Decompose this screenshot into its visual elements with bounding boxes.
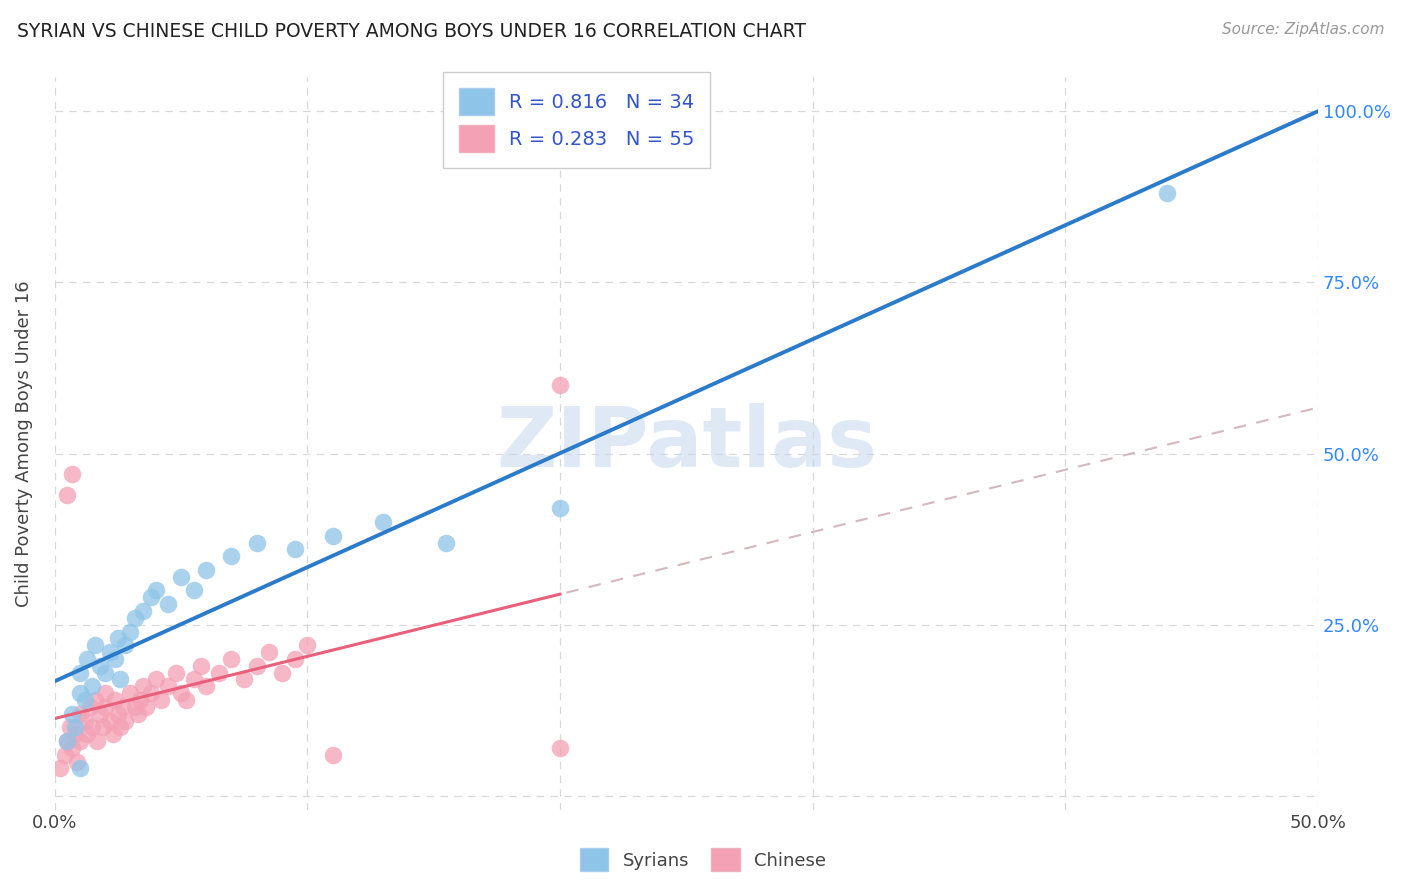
Point: [107, 632, 129, 646]
Point: [91, 720, 114, 734]
Point: [183, 673, 205, 687]
Point: [548, 378, 571, 392]
Point: [104, 693, 127, 707]
Point: [94, 686, 117, 700]
Point: [174, 693, 197, 707]
Text: ZIPatlas: ZIPatlas: [496, 403, 877, 483]
Point: [129, 693, 152, 707]
Point: [322, 529, 344, 543]
Point: [1156, 186, 1178, 201]
Point: [183, 583, 205, 598]
Point: [221, 652, 243, 666]
Point: [120, 624, 142, 639]
Point: [69, 665, 91, 680]
Point: [89, 658, 111, 673]
Point: [165, 665, 187, 680]
Point: [233, 673, 256, 687]
Text: SYRIAN VS CHINESE CHILD POVERTY AMONG BOYS UNDER 16 CORRELATION CHART: SYRIAN VS CHINESE CHILD POVERTY AMONG BO…: [17, 22, 806, 41]
Point: [104, 652, 127, 666]
Point: [69, 686, 91, 700]
Point: [124, 611, 146, 625]
Point: [84, 638, 107, 652]
Point: [60, 706, 83, 721]
Point: [434, 535, 457, 549]
Point: [63, 720, 86, 734]
Point: [132, 679, 155, 693]
Point: [73, 714, 96, 728]
Point: [94, 699, 117, 714]
Point: [297, 638, 319, 652]
Point: [246, 535, 269, 549]
Text: Source: ZipAtlas.com: Source: ZipAtlas.com: [1222, 22, 1385, 37]
Point: [195, 679, 218, 693]
Point: [69, 706, 91, 721]
Point: [195, 563, 218, 577]
Point: [221, 549, 243, 564]
Point: [79, 699, 101, 714]
Point: [84, 693, 107, 707]
Point: [107, 706, 129, 721]
Point: [134, 699, 156, 714]
Point: [157, 597, 180, 611]
Point: [371, 515, 394, 529]
Point: [76, 727, 98, 741]
Point: [114, 638, 136, 652]
Point: [111, 699, 134, 714]
Point: [69, 734, 91, 748]
Point: [98, 714, 121, 728]
Point: [145, 673, 167, 687]
Point: [56, 487, 79, 501]
Point: [66, 755, 89, 769]
Point: [53, 747, 76, 762]
Point: [170, 570, 193, 584]
Point: [149, 693, 172, 707]
Point: [101, 727, 124, 741]
Point: [114, 714, 136, 728]
Legend: Syrians, Chinese: Syrians, Chinese: [572, 841, 834, 879]
Point: [145, 583, 167, 598]
Point: [127, 706, 149, 721]
Point: [56, 734, 79, 748]
Point: [157, 679, 180, 693]
Point: [86, 734, 108, 748]
Point: [246, 658, 269, 673]
Point: [322, 747, 344, 762]
Point: [56, 734, 79, 748]
Point: [170, 686, 193, 700]
Legend: R = 0.816   N = 34, R = 0.283   N = 55: R = 0.816 N = 34, R = 0.283 N = 55: [443, 72, 710, 168]
Point: [63, 727, 86, 741]
Point: [59, 720, 82, 734]
Point: [139, 591, 162, 605]
Point: [548, 740, 571, 755]
Point: [73, 693, 96, 707]
Point: [259, 645, 281, 659]
Point: [60, 467, 83, 481]
Point: [120, 686, 142, 700]
Point: [124, 699, 146, 714]
Point: [82, 720, 104, 734]
Point: [98, 645, 121, 659]
Point: [139, 686, 162, 700]
Point: [48, 762, 70, 776]
Point: [132, 604, 155, 618]
Point: [76, 652, 98, 666]
Point: [271, 665, 294, 680]
Point: [190, 658, 212, 673]
Point: [110, 720, 132, 734]
Y-axis label: Child Poverty Among Boys Under 16: Child Poverty Among Boys Under 16: [15, 280, 32, 607]
Point: [69, 762, 91, 776]
Point: [82, 679, 104, 693]
Point: [110, 673, 132, 687]
Point: [89, 706, 111, 721]
Point: [208, 665, 231, 680]
Point: [284, 652, 307, 666]
Point: [284, 542, 307, 557]
Point: [94, 665, 117, 680]
Point: [548, 501, 571, 516]
Point: [60, 740, 83, 755]
